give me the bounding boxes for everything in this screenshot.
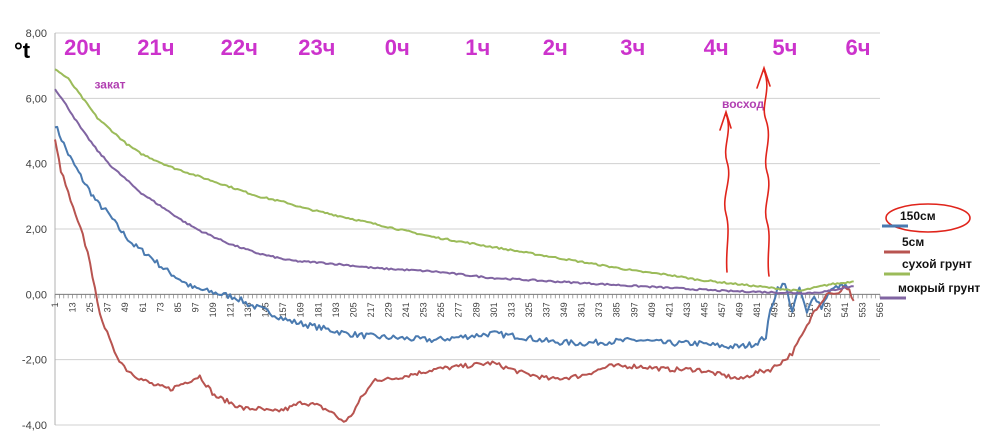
hour-label: 3ч xyxy=(620,35,645,60)
x-tick-label: 385 xyxy=(612,302,622,317)
hour-label: 5ч xyxy=(772,35,797,60)
x-tick-label: 517 xyxy=(805,302,815,317)
x-axis: 1 13 25 37 49 61 73 85 97 109 121 133 145 157 169 181 19… xyxy=(50,293,885,317)
x-tick-label: 73 xyxy=(155,302,165,312)
x-tick-label: 409 xyxy=(647,302,657,317)
x-tick-label: 85 xyxy=(173,302,183,312)
x-tick-label: 349 xyxy=(559,302,569,317)
x-tick-label: 241 xyxy=(401,302,411,317)
x-tick-label: 169 xyxy=(296,302,306,317)
hour-label: 20ч xyxy=(64,35,101,60)
x-tick-label: 529 xyxy=(822,302,832,317)
x-tick-label: 133 xyxy=(243,302,253,317)
hour-label: 1ч xyxy=(465,35,490,60)
hour-label: 21ч xyxy=(137,35,174,60)
series-lines xyxy=(54,68,855,423)
x-tick-label: 337 xyxy=(541,302,551,317)
x-tick-label: 97 xyxy=(190,302,200,312)
x-tick-label: 1 xyxy=(50,302,60,307)
x-tick-label: 277 xyxy=(454,302,464,317)
legend-entry-label: сухой грунт xyxy=(902,257,972,271)
series-line-0 xyxy=(54,125,850,350)
annotations: закат восход xyxy=(94,78,764,112)
x-tick-label: 565 xyxy=(875,302,885,317)
x-tick-label: 481 xyxy=(752,302,762,317)
x-tick-label: 301 xyxy=(489,302,499,317)
x-tick-label: 397 xyxy=(629,302,639,317)
legend-entry-label: 150см xyxy=(900,209,936,223)
legend-entry-label: 5см xyxy=(902,235,924,249)
y-tick-label: 6,00 xyxy=(26,93,47,105)
y-tick-label: 4,00 xyxy=(26,159,47,171)
y-axis-ticks: 8,00 6,00 4,00 2,00 0,00 -2,00 -4,00 xyxy=(22,28,47,432)
x-tick-label: 373 xyxy=(594,302,604,317)
y-tick-label: 8,00 xyxy=(26,28,47,40)
x-tick-label: 253 xyxy=(419,302,429,317)
x-tick-label: 229 xyxy=(384,302,394,317)
x-tick-label: 145 xyxy=(261,302,271,317)
y-tick-label: 2,00 xyxy=(26,224,47,236)
series-line-3 xyxy=(54,88,854,295)
x-tick-label: 181 xyxy=(313,302,323,317)
x-tick-label: 121 xyxy=(226,302,236,317)
hour-label: 2ч xyxy=(543,35,568,60)
y-axis-label: °t xyxy=(14,38,31,63)
legend-entry-label: мокрый грунт xyxy=(898,281,980,295)
x-tick-label: 157 xyxy=(278,302,288,317)
x-tick-label: 37 xyxy=(103,302,113,312)
hour-label: 6ч xyxy=(846,35,871,60)
x-tick-label: 265 xyxy=(436,302,446,317)
hour-label: 22ч xyxy=(221,35,258,60)
x-tick-label: 25 xyxy=(85,302,95,312)
x-tick-label: 325 xyxy=(524,302,534,317)
hour-label: 4ч xyxy=(704,35,729,60)
x-tick-label: 469 xyxy=(735,302,745,317)
x-tick-label: 421 xyxy=(664,302,674,317)
y-tick-label: -2,00 xyxy=(22,355,47,367)
y-tick-label: -4,00 xyxy=(22,420,47,432)
x-tick-label: 361 xyxy=(577,302,587,317)
hour-label: 23ч xyxy=(298,35,335,60)
x-tick-label: 109 xyxy=(208,302,218,317)
annotation-label: закат xyxy=(94,78,125,92)
series-line-2 xyxy=(54,68,854,292)
x-tick-label: 205 xyxy=(348,302,358,317)
annotation-label: восход xyxy=(722,97,764,111)
x-tick-label: 217 xyxy=(366,302,376,317)
y-tick-label: 0,00 xyxy=(26,289,47,301)
legend: 150см 5см сухой грунт мокрый грунт xyxy=(880,209,980,300)
x-tick-label: 289 xyxy=(471,302,481,317)
x-tick-label: 445 xyxy=(699,302,709,317)
x-tick-label: 493 xyxy=(770,302,780,317)
x-tick-label: 553 xyxy=(857,302,867,317)
x-tick-label: 193 xyxy=(331,302,341,317)
sunrise-marker-arrows xyxy=(719,65,971,277)
x-tick-label: 49 xyxy=(120,302,130,312)
hour-label: 0ч xyxy=(385,35,410,60)
x-tick-label: 433 xyxy=(682,302,692,317)
hour-labels: 20ч 21ч 22ч 23ч 0ч 1ч 2ч 3ч 4ч 5ч 6ч xyxy=(64,35,870,60)
x-tick-label: 541 xyxy=(840,302,850,317)
x-tick-label: 61 xyxy=(138,302,148,312)
x-tick-label: 13 xyxy=(68,302,78,312)
x-tick-label: 313 xyxy=(506,302,516,317)
series-line-1 xyxy=(54,139,855,423)
x-tick-label: 457 xyxy=(717,302,727,317)
